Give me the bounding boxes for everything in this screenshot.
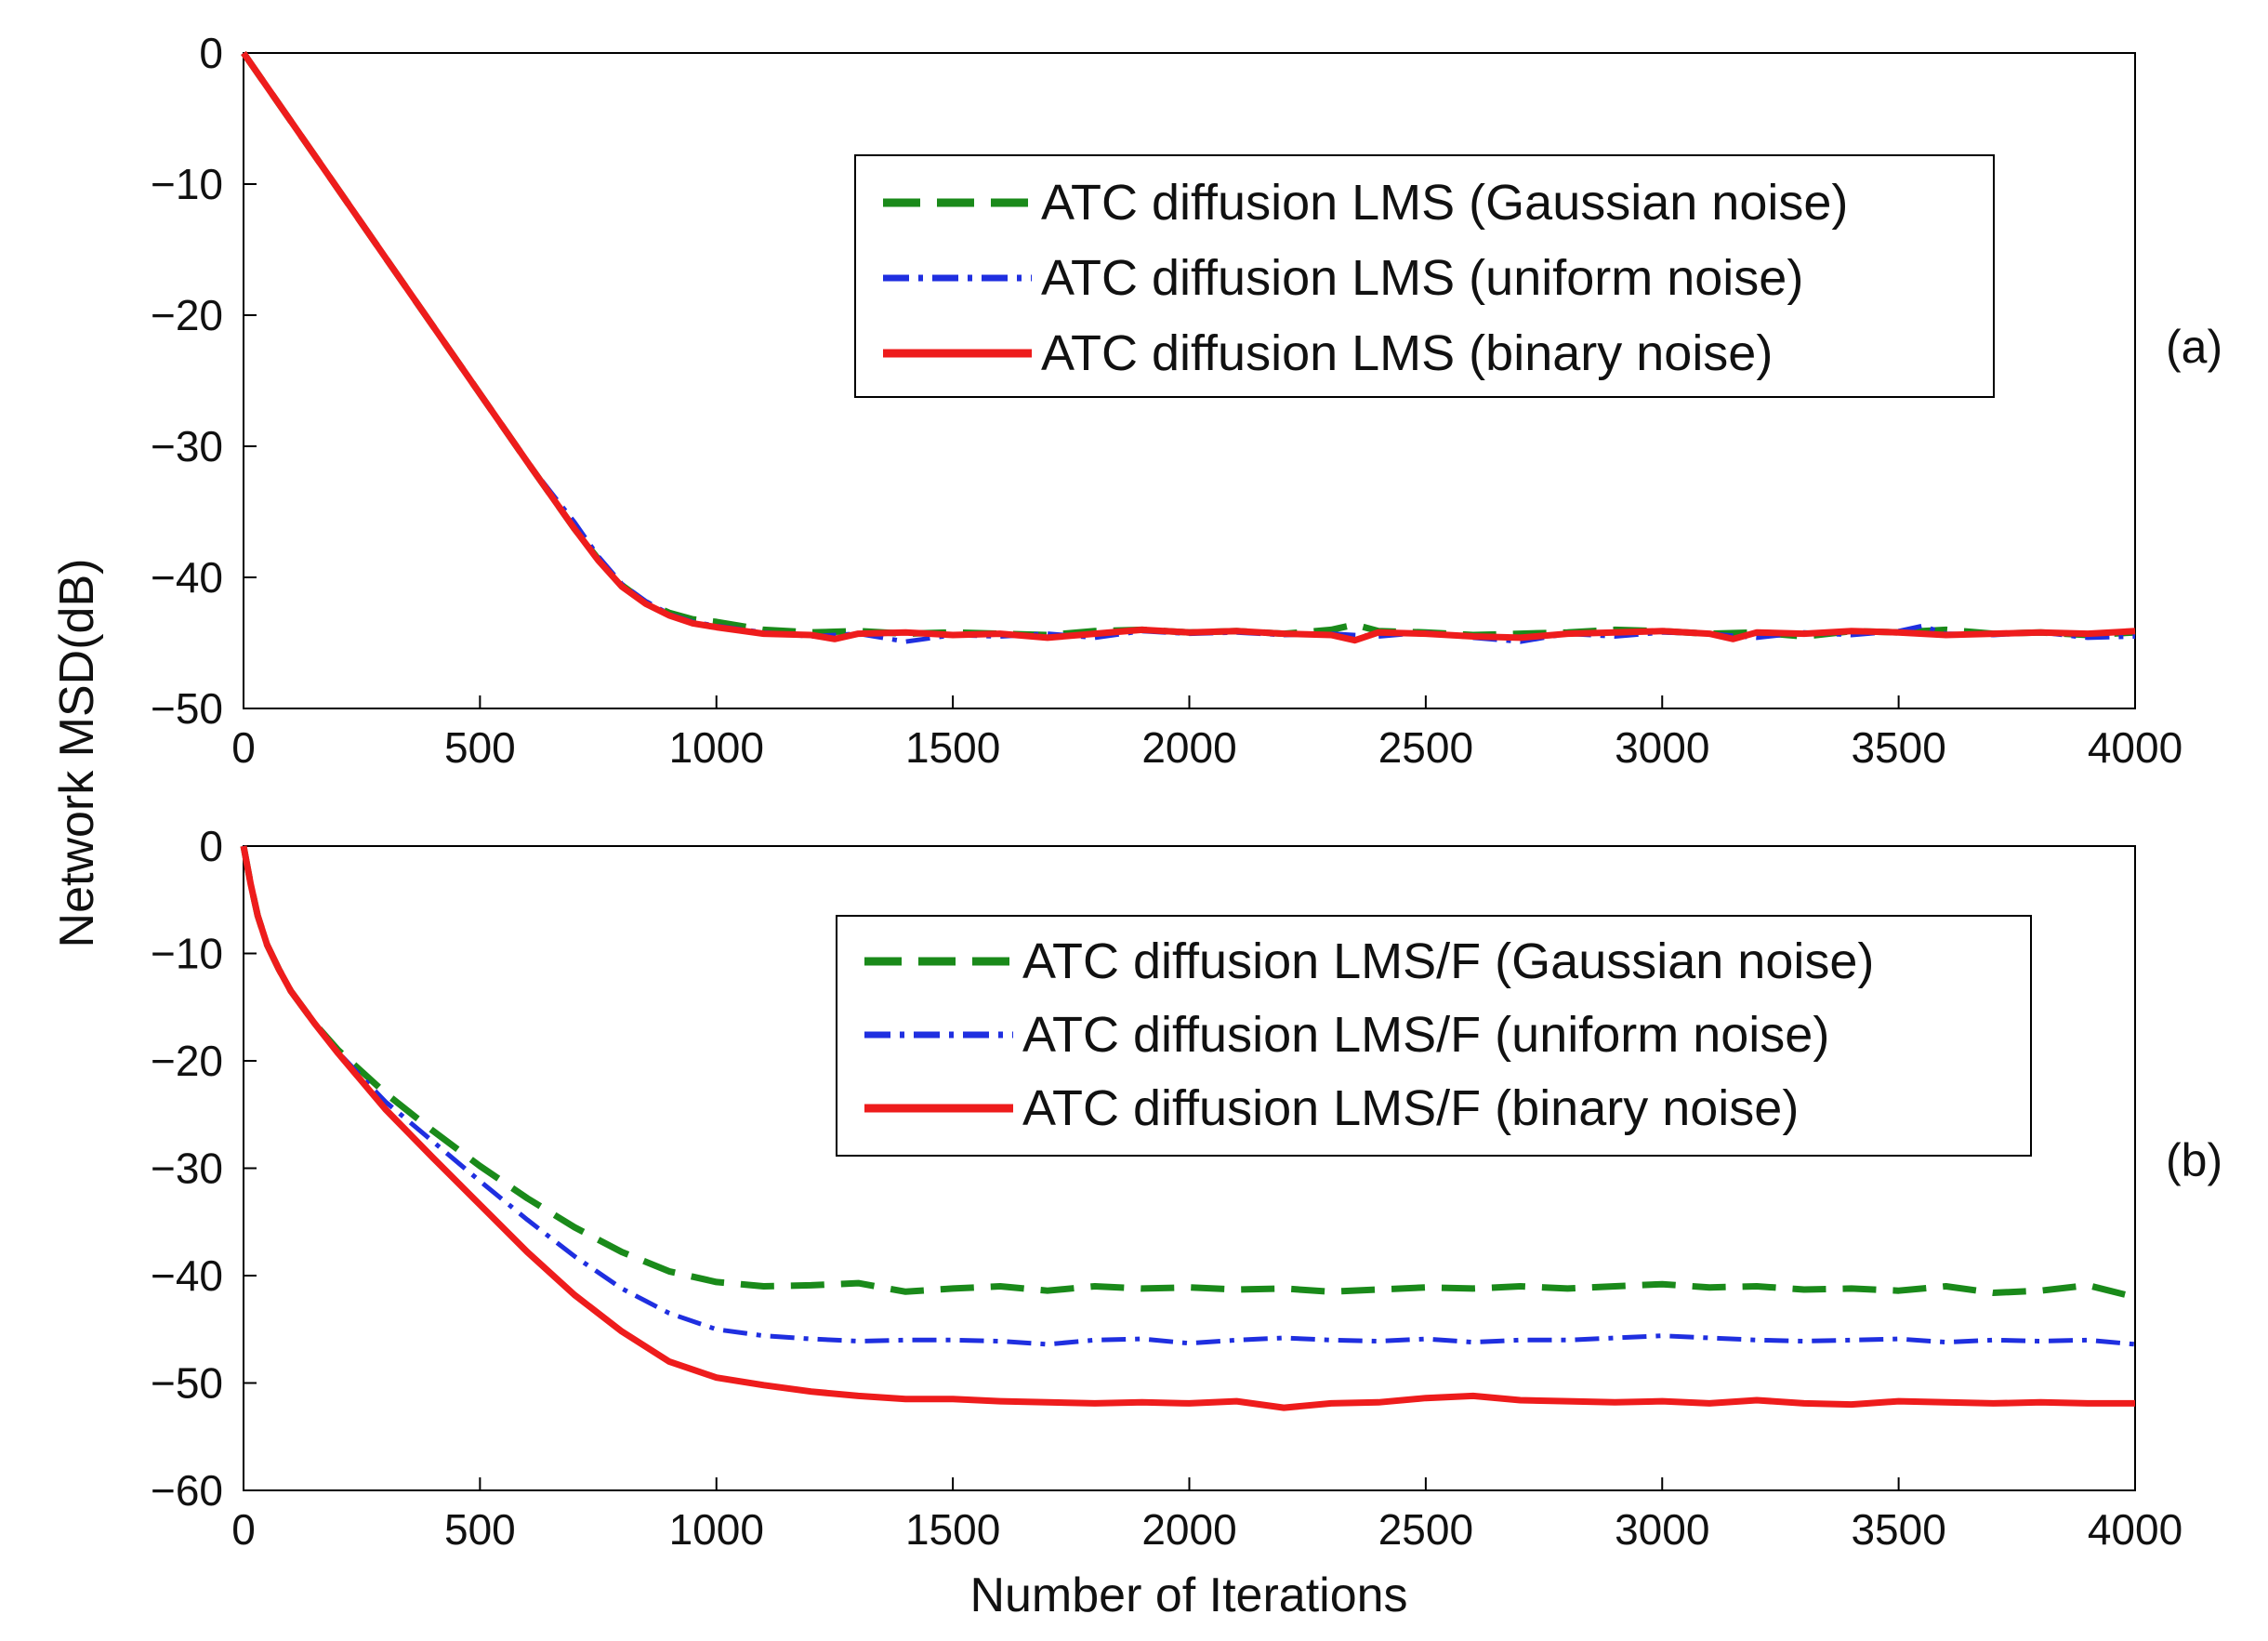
panel-a-x-tick-label: 1500 <box>905 723 1000 772</box>
panel-a-x-tick-label: 0 <box>231 723 256 772</box>
panel-b-ticks: 0 500 1000 1500 2000 2500 3000 3500 4000 0 −10 −20 −… <box>151 822 2182 1554</box>
panel-b-legend-box <box>836 915 2032 1157</box>
panel-a-x-tick-label: 4000 <box>2088 723 2182 772</box>
panel-b-x-tick-label: 500 <box>444 1505 516 1554</box>
panel-b-plot-area <box>240 845 2136 1411</box>
panel-a-series-binary-line <box>241 51 2136 644</box>
panel-a-x-tick-label: 2500 <box>1378 723 1473 772</box>
panel-a-y-tick-label: −30 <box>151 422 223 470</box>
panel-b-x-tick-label: 3500 <box>1851 1505 1945 1554</box>
panel-a-ticks: 0 500 1000 1500 2000 2500 3000 3500 4000 0 −10 −20 −… <box>151 29 2182 772</box>
panel-b-x-tick-label: 3000 <box>1615 1505 1709 1554</box>
panel-a-x-tick-label: 2000 <box>1141 723 1236 772</box>
legend-a-uniform-label: ATC diffusion LMS (uniform noise) <box>1041 250 1803 306</box>
panel-b-y-tick-label: 0 <box>199 822 223 870</box>
legend-a-gaussian-label: ATC diffusion LMS (Gaussian noise) <box>1041 175 1848 231</box>
panel-b-x-tick-label: 0 <box>231 1505 256 1554</box>
panel-a-plot-area <box>241 51 2136 644</box>
panel-b-y-tick-label: −10 <box>151 930 223 978</box>
panel-b-legend: ATC diffusion LMS/F (Gaussian noise) ATC… <box>836 915 2032 1157</box>
panel-a-legend-box <box>854 154 1995 398</box>
panel-b-y-tick-label: −30 <box>151 1145 223 1193</box>
panel-b-y-tick-label: −50 <box>151 1359 223 1408</box>
panel-b-y-tick-label: −20 <box>151 1037 223 1085</box>
panel-b-x-tick-label: 4000 <box>2088 1505 2182 1554</box>
legend-a-binary-label: ATC diffusion LMS (binary noise) <box>1041 325 1773 381</box>
panel-b-series-binary-line <box>240 845 2135 1411</box>
panel-b-x-tick-label: 1500 <box>905 1505 1000 1554</box>
panel-a-y-tick-label: −10 <box>151 160 223 208</box>
panel-a-x-tick-label: 500 <box>444 723 516 772</box>
panel-a: 0 500 1000 1500 2000 2500 3000 3500 4000 0 −10 −20 −… <box>151 29 2222 772</box>
panel-a-label: (a) <box>2166 321 2222 373</box>
panel-b: 0 500 1000 1500 2000 2500 3000 3500 4000 0 −10 −20 −… <box>151 822 2222 1554</box>
panel-b-label: (b) <box>2166 1134 2222 1186</box>
panel-b-x-tick-label: 2000 <box>1141 1505 1236 1554</box>
panel-a-y-tick-label: 0 <box>199 29 223 77</box>
panel-a-y-tick-label: −20 <box>151 291 223 339</box>
panel-a-x-tick-label: 3500 <box>1851 723 1945 772</box>
panel-b-series-gaussian-line <box>240 845 2136 1301</box>
legend-b-binary-label: ATC diffusion LMS/F (binary noise) <box>1022 1080 1799 1136</box>
x-axis-title: Number of Iterations <box>969 1568 1407 1622</box>
panel-a-y-tick-label: −50 <box>151 684 223 733</box>
panel-b-y-tick-label: −40 <box>151 1251 223 1300</box>
panel-a-x-tick-label: 1000 <box>669 723 764 772</box>
panel-b-x-tick-label: 1000 <box>669 1505 764 1554</box>
legend-b-uniform-label: ATC diffusion LMS/F (uniform noise) <box>1022 1007 1829 1063</box>
panel-a-legend: ATC diffusion LMS (Gaussian noise) ATC d… <box>854 154 1995 398</box>
legend-b-gaussian-label: ATC diffusion LMS/F (Gaussian noise) <box>1022 933 1874 989</box>
panel-a-x-tick-label: 3000 <box>1615 723 1709 772</box>
panel-a-y-tick-label: −40 <box>151 553 223 602</box>
panel-b-y-tick-label: −60 <box>151 1466 223 1515</box>
panel-b-series-uniform-line <box>241 845 2136 1347</box>
panel-b-x-tick-label: 2500 <box>1378 1505 1473 1554</box>
y-axis-title: Network MSD(dB) <box>50 559 104 948</box>
